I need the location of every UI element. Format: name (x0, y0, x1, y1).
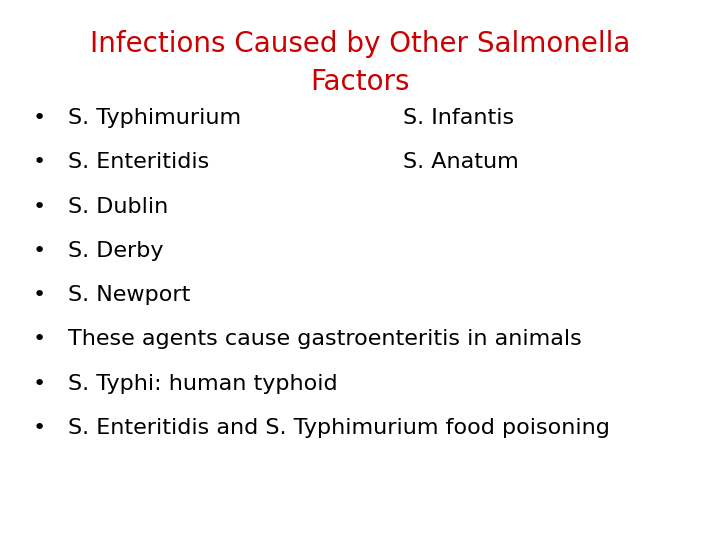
Text: S. Enteritidis and S. Typhimurium food poisoning: S. Enteritidis and S. Typhimurium food p… (68, 418, 611, 438)
Text: •: • (33, 152, 46, 172)
Text: •: • (33, 329, 46, 349)
Text: S. Infantis: S. Infantis (403, 108, 514, 128)
Text: S. Anatum: S. Anatum (403, 152, 519, 172)
Text: S. Newport: S. Newport (68, 285, 191, 305)
Text: •: • (33, 108, 46, 128)
Text: •: • (33, 374, 46, 394)
Text: S. Dublin: S. Dublin (68, 197, 168, 217)
Text: S. Typhi: human typhoid: S. Typhi: human typhoid (68, 374, 338, 394)
Text: Infections Caused by Other Salmonella: Infections Caused by Other Salmonella (90, 30, 630, 58)
Text: These agents cause gastroenteritis in animals: These agents cause gastroenteritis in an… (68, 329, 582, 349)
Text: S. Derby: S. Derby (68, 241, 164, 261)
Text: •: • (33, 418, 46, 438)
Text: •: • (33, 197, 46, 217)
Text: S. Typhimurium: S. Typhimurium (68, 108, 241, 128)
Text: S. Enteritidis: S. Enteritidis (68, 152, 210, 172)
Text: •: • (33, 285, 46, 305)
Text: Factors: Factors (310, 68, 410, 96)
Text: •: • (33, 241, 46, 261)
